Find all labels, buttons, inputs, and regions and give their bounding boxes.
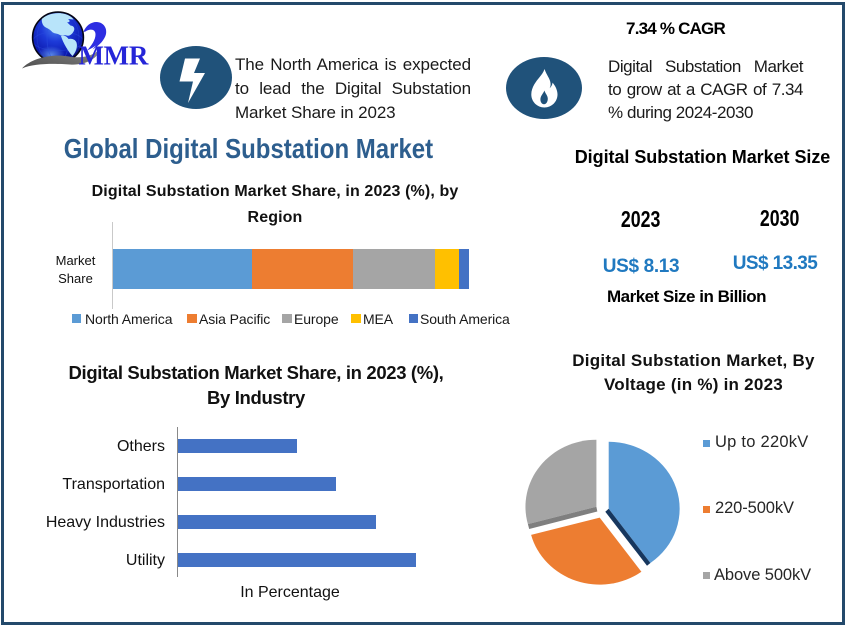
svg-text:MMR: MMR — [79, 41, 149, 71]
